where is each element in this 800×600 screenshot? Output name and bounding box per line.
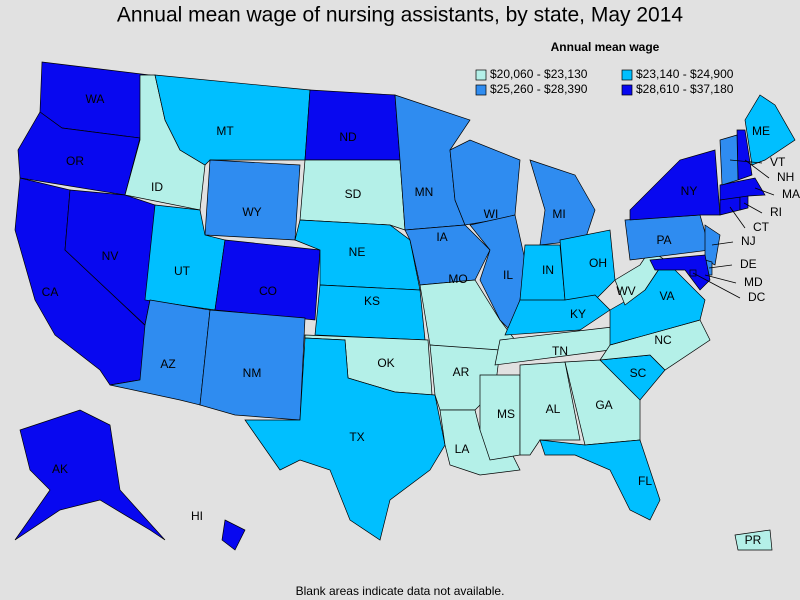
map-title: Annual mean wage of nursing assistants, … [117,4,683,27]
legend-swatch [621,69,633,81]
state-label: UT [174,264,191,278]
state [221,519,246,551]
state [719,177,766,201]
leader-line [743,202,763,214]
state-label: KS [364,294,380,308]
state-label: OK [377,356,394,370]
state [299,159,406,231]
legend-swatch [475,69,487,81]
state-label: NH [777,170,794,184]
state-label: IL [503,268,513,282]
state [199,309,306,421]
state-label: TN [552,344,568,358]
state [539,439,661,521]
state [719,134,739,186]
legend-title: Annual mean wage [551,40,660,54]
state-label: ND [339,130,357,144]
state-label: VT [770,155,786,169]
state-label: NE [349,245,366,259]
state-label: WA [86,92,105,106]
state [439,409,521,476]
state-label: NC [654,333,672,347]
legend-label: $28,610 - $37,180 [636,82,734,96]
footnote: Blank areas indicate data not available. [296,584,505,598]
state-label: ME [752,124,770,138]
state-label: SC [630,366,647,380]
state-label: WI [484,207,499,221]
state-label: MN [415,185,434,199]
state-label: WV [616,284,635,298]
legend-label: $23,140 - $24,900 [636,67,734,81]
state [214,239,321,321]
state-label: NV [102,249,119,263]
state [734,529,773,551]
state-label: LA [455,442,470,456]
state-label: AZ [160,357,175,371]
states [14,61,796,551]
state-label: NM [243,366,262,380]
state-label: AK [52,462,68,476]
state-label: AL [546,402,561,416]
state-label: CA [42,285,59,299]
state-label: HI [191,509,203,523]
legend-swatch [621,84,633,96]
state-label: WY [242,205,261,219]
state-label: IN [542,263,554,277]
leader-line [729,206,746,229]
state-label: MO [448,272,467,286]
state-label: MI [552,207,565,221]
state [14,409,166,541]
state-label: OR [66,154,84,168]
legend-swatch [475,84,487,96]
leader-line [708,264,733,269]
leader-line [704,274,737,284]
state-label: OH [589,256,607,270]
state [304,89,401,161]
state-label: PA [656,233,671,247]
state-label: MA [782,187,800,201]
state-label: GA [595,398,612,412]
state-label: PR [745,533,762,547]
state-label: MT [216,124,234,138]
state [479,374,521,461]
state-label: AR [453,365,470,379]
state-label: IA [436,230,447,244]
leader-line [692,272,741,299]
legend-label: $20,060 - $23,130 [490,67,588,81]
state [244,337,446,541]
leader-line [744,159,770,179]
state [504,294,611,336]
state [204,159,301,241]
state-label: MS [497,407,515,421]
state-label: CT [753,220,770,234]
state-label: SD [345,187,362,201]
state-label: KY [570,307,586,321]
state-label: NJ [741,234,756,248]
legend: $20,060 - $23,130 $23,140 - $24,900 $25,26… [475,67,734,96]
leader-line [711,241,734,246]
state-label: TX [349,430,364,444]
state [649,254,711,291]
state-label: CO [259,284,277,298]
state-label: VA [659,289,674,303]
state-label: DC [748,290,766,304]
leader-line [729,159,763,164]
leader-line [754,187,775,196]
state-label: MD [744,275,763,289]
state-labels: WA OR CA NV ID MT WY UT AZ CO NM ND SD NE KS OK TX MN IA MO… [42,92,800,547]
state-label: RI [770,205,782,219]
state-label: NY [681,184,698,198]
legend-label: $25,260 - $28,390 [490,82,588,96]
state-label: DE [740,257,757,271]
state [559,229,616,301]
state-label: ID [151,180,163,194]
state-label: FL [638,474,652,488]
